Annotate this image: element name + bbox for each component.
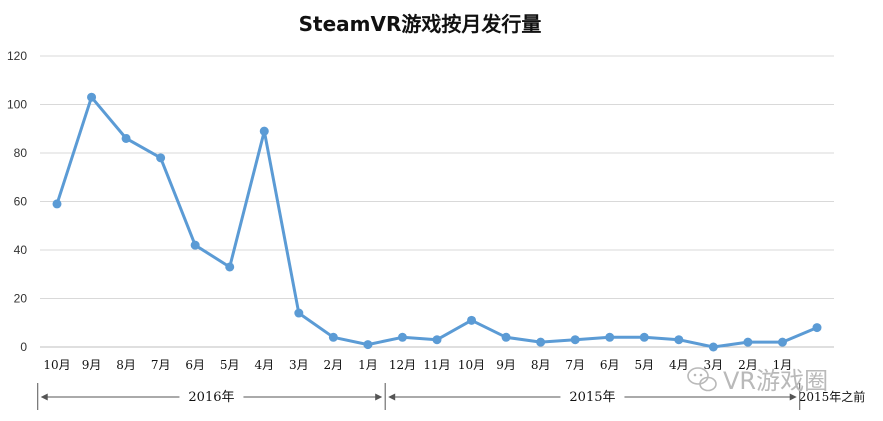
data-point (812, 323, 822, 333)
data-point (570, 335, 580, 345)
x-axis-ticks: 10月 9月 8月 7月 6月 5月 4月 3月 2月 1月 12月 11月 10月 9月 8月 7月 6月 5月… (43, 358, 865, 404)
x-tick-label: 4月 (254, 358, 274, 372)
year-group-label: 2016年 (188, 390, 234, 405)
data-point (501, 332, 511, 342)
series-line-path (55, 95, 819, 349)
data-point (328, 332, 338, 342)
data-point (674, 335, 684, 345)
x-tick-label: 1月 (358, 358, 378, 372)
y-tick-label: 60 (14, 195, 28, 209)
data-point (87, 92, 97, 102)
data-point (536, 337, 546, 347)
data-point (121, 133, 131, 143)
data-point (156, 153, 166, 163)
y-tick-label: 80 (14, 146, 28, 160)
y-tick-label: 120 (7, 49, 27, 63)
x-tick-label: 3月 (289, 358, 309, 372)
y-tick-label: 100 (7, 98, 27, 112)
data-point (294, 308, 304, 318)
x-tick-label: 9月 (496, 358, 516, 372)
series-line (55, 95, 819, 349)
x-tick-label: 11月 (423, 358, 450, 372)
year-groups: 2016年 2015年 (37, 383, 801, 410)
data-point (225, 262, 235, 272)
data-point (639, 332, 649, 342)
x-tick-label: 2月 (324, 358, 344, 372)
data-point (363, 340, 373, 350)
wechat-icon (687, 367, 717, 392)
arrow-left-icon (40, 393, 48, 401)
arrow-left-icon (388, 393, 396, 401)
x-tick-label: 7月 (565, 358, 585, 372)
gridlines (40, 55, 834, 348)
year-group-label: 2015年 (569, 390, 615, 405)
data-point (743, 337, 753, 347)
data-point (708, 342, 718, 352)
watermark-text: VR游戏圈 (723, 367, 828, 395)
y-tick-label: 40 (14, 243, 28, 257)
x-tick-label: 2015年之前 (799, 389, 866, 404)
x-tick-label: 1月 (773, 358, 793, 372)
data-point (52, 199, 62, 209)
data-point (432, 335, 442, 345)
x-tick-label: 10月 (458, 358, 485, 372)
x-tick-label: 6月 (185, 358, 205, 372)
x-tick-label: 6月 (600, 358, 620, 372)
x-tick-label: 12月 (389, 358, 416, 372)
y-tick-label: 20 (14, 292, 28, 306)
x-tick-label: 4月 (669, 358, 689, 372)
x-tick-label: 8月 (116, 358, 136, 372)
x-tick-label: 2月 (738, 358, 758, 372)
y-axis-ticks: 0 20 40 60 80 100 120 (7, 49, 27, 354)
data-point (605, 332, 615, 342)
arrow-right-icon (789, 393, 797, 401)
x-tick-label: 3月 (704, 358, 724, 372)
y-tick-label: 0 (20, 340, 27, 354)
x-tick-label: 8月 (531, 358, 551, 372)
arrow-right-icon (375, 393, 383, 401)
data-point (397, 332, 407, 342)
x-tick-label: 5月 (220, 358, 240, 372)
data-point (777, 337, 787, 347)
data-point (467, 315, 477, 325)
data-points (52, 92, 822, 352)
x-tick-label: 9月 (82, 358, 102, 372)
x-tick-label: 7月 (151, 358, 171, 372)
chart-title: SteamVR游戏按月发行量 (299, 12, 542, 36)
x-tick-label: 10月 (43, 358, 70, 372)
watermark: VR游戏圈 (687, 367, 828, 395)
x-tick-label: 5月 (634, 358, 654, 372)
data-point (259, 126, 269, 136)
data-point (190, 240, 200, 250)
